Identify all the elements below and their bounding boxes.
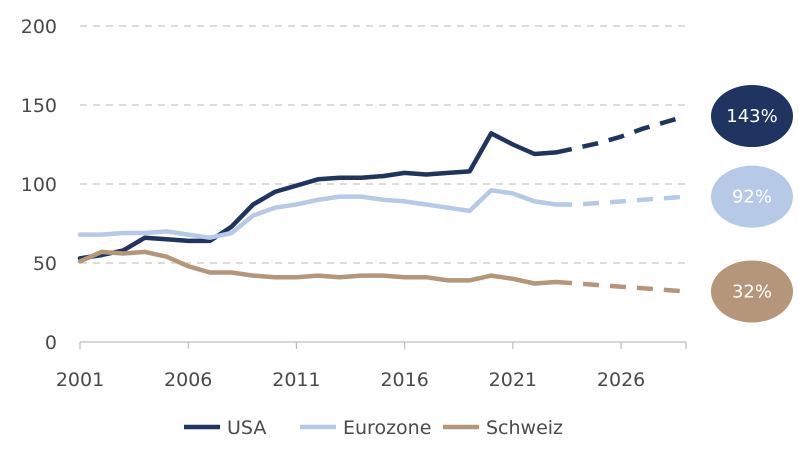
projection-line-eurozone (556, 194, 687, 207)
gridlines (80, 25, 686, 264)
legend-item-schweiz: Schweiz (443, 417, 563, 439)
legend-item-usa: USA (184, 417, 266, 439)
legend: USA Eurozone Schweiz (184, 417, 563, 439)
x-tick-label: 2001 (56, 369, 104, 391)
legend-label: Schweiz (486, 417, 563, 439)
series-line-usa (77, 131, 559, 261)
end-badge-label: 143% (726, 106, 777, 127)
legend-label: USA (227, 417, 266, 439)
series-lines (77, 113, 687, 294)
end-badge-label: 92% (732, 187, 772, 208)
projection-line-schweiz (555, 279, 687, 294)
legend-label: Eurozone (343, 417, 431, 439)
end-badge-ellipse (711, 165, 793, 228)
y-tick-label: 50 (33, 253, 57, 275)
end-badge-usa: 143% (711, 85, 793, 148)
x-axis-tick-labels: 2001 2006 2011 2016 2021 2026 (56, 342, 687, 391)
y-axis-tick-labels: 0 50 100 150 200 (21, 16, 57, 354)
series-line-schweiz (77, 249, 559, 286)
x-tick-label: 2026 (597, 369, 645, 391)
legend-item-eurozone: Eurozone (300, 417, 431, 439)
end-value-badges: 143% 92% 32% (711, 85, 793, 323)
end-badge-schweiz: 32% (711, 260, 793, 323)
x-tick-label: 2006 (164, 369, 212, 391)
y-tick-label: 100 (21, 174, 57, 196)
series-line-eurozone (77, 188, 559, 240)
y-tick-label: 200 (21, 16, 57, 38)
y-tick-label: 0 (45, 332, 57, 354)
end-badge-eurozone: 92% (711, 165, 793, 228)
end-badge-label: 32% (732, 281, 772, 302)
end-badge-ellipse (711, 85, 793, 148)
x-tick-label: 2021 (489, 369, 537, 391)
end-badge-ellipse (711, 260, 793, 323)
x-tick-label: 2016 (380, 369, 428, 391)
y-tick-label: 150 (21, 95, 57, 117)
x-tick-label: 2011 (272, 369, 320, 391)
projection-line-usa (555, 113, 687, 155)
